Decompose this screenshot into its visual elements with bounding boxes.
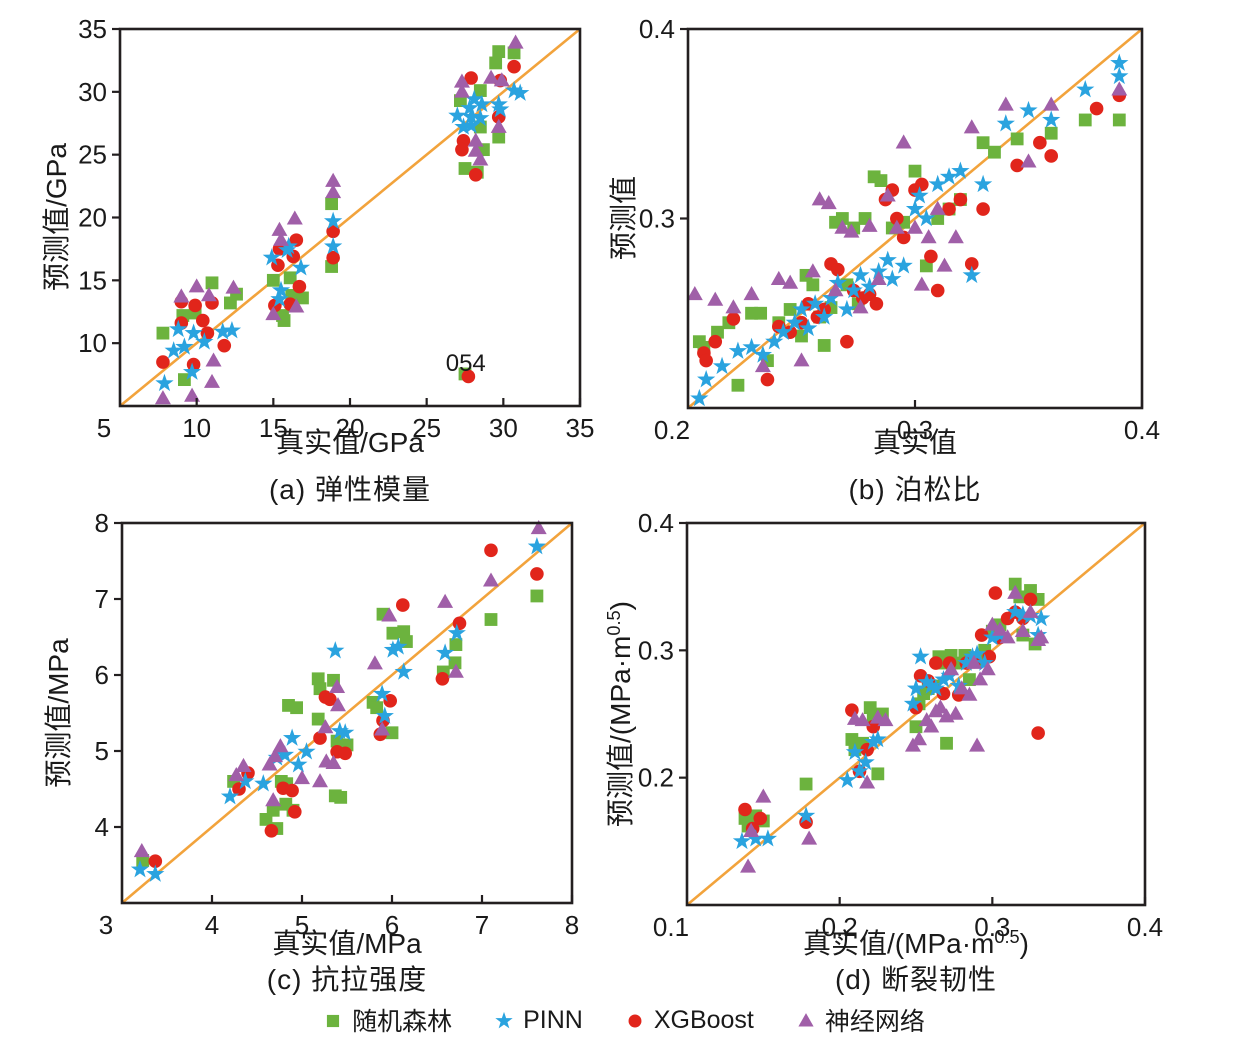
svg-text:6: 6 [95, 660, 109, 690]
svg-text:真实值/(MPa·m0.5): 真实值/(MPa·m0.5) [803, 927, 1029, 959]
legend-item-pinn: PINN [492, 1006, 583, 1035]
svg-text:真实值/MPa: 真实值/MPa [272, 928, 422, 959]
legend-label: 随机森林 [352, 1008, 453, 1036]
svg-text:预测值/GPa: 预测值/GPa [41, 143, 72, 291]
legend-label: PINN [523, 1005, 583, 1034]
legend-item-random-forest: 随机森林 [321, 1002, 452, 1038]
svg-text:20: 20 [78, 203, 107, 233]
svg-text:25: 25 [78, 140, 107, 170]
svg-text:054: 054 [446, 350, 486, 377]
svg-text:0.3: 0.3 [974, 912, 1010, 942]
panel-a-plot: 054 10 15 20 25 30 35 10 15 20 25 30 35 5 真实值/GPa 预测值/G… [41, 14, 595, 458]
circle-marker-icon [623, 1008, 647, 1032]
svg-text:预测值/MPa: 预测值/MPa [43, 638, 74, 788]
legend-label: 神经网络 [824, 1008, 925, 1036]
svg-text:30: 30 [489, 413, 518, 443]
svg-text:15: 15 [78, 265, 107, 295]
svg-text:0.4: 0.4 [1127, 912, 1163, 942]
svg-text:0.4: 0.4 [638, 508, 674, 538]
svg-text:5: 5 [97, 413, 111, 443]
panel-b-plot: 0.3 0.4 0.3 0.4 0.2 真实值 预测值 [608, 14, 1160, 458]
svg-text:0.2: 0.2 [638, 763, 674, 793]
panel-d-caption: (d) 断裂韧性 [834, 964, 997, 995]
svg-text:10: 10 [78, 328, 107, 358]
svg-text:0.4: 0.4 [639, 14, 675, 44]
svg-text:30: 30 [78, 77, 107, 107]
panel-c-caption: (c) 抗拉强度 [266, 964, 428, 995]
svg-text:15: 15 [259, 413, 288, 443]
svg-text:0.4: 0.4 [1124, 415, 1160, 445]
svg-text:8: 8 [95, 508, 109, 538]
svg-text:8: 8 [565, 910, 579, 940]
svg-text:4: 4 [95, 812, 109, 842]
panel-a-caption: (a) 弹性模量 [268, 474, 431, 505]
star-marker-icon [492, 1008, 516, 1032]
square-marker-icon [321, 1008, 345, 1032]
panel-c-plot: 4 5 6 7 8 4 5 6 7 8 3 真实值/MPa 预测值/MPa [43, 508, 579, 959]
legend-item-neural-network: 神经网络 [794, 1002, 925, 1038]
svg-text:7: 7 [475, 910, 489, 940]
svg-text:0.3: 0.3 [897, 415, 933, 445]
triangle-marker-icon [794, 1008, 818, 1032]
chart-legend: 随机森林 PINN XGBoost 神经网络 [0, 1002, 1246, 1038]
legend-item-xgboost: XGBoost [623, 1006, 754, 1035]
svg-text:4: 4 [205, 910, 219, 940]
legend-label: XGBoost [653, 1005, 754, 1034]
svg-text:7: 7 [95, 584, 109, 614]
svg-text:6: 6 [385, 910, 399, 940]
svg-text:5: 5 [295, 910, 309, 940]
svg-text:0.3: 0.3 [638, 635, 674, 665]
svg-text:真实值: 真实值 [873, 427, 957, 458]
svg-text:真实值/GPa: 真实值/GPa [276, 427, 424, 458]
svg-text:35: 35 [566, 413, 595, 443]
svg-text:25: 25 [412, 413, 441, 443]
svg-text:10: 10 [182, 413, 211, 443]
svg-text:3: 3 [99, 910, 113, 940]
svg-text:预测值/(MPa·m0.5): 预测值/(MPa·m0.5) [604, 601, 636, 827]
panel-d-plot: 0.2 0.3 0.4 0.2 0.3 0.4 0.1 真实值/(MPa·m0.5) 预测值/(… [604, 508, 1163, 959]
svg-text:0.2: 0.2 [822, 912, 858, 942]
svg-text:预测值: 预测值 [608, 176, 639, 260]
svg-text:5: 5 [95, 736, 109, 766]
svg-text:0.1: 0.1 [653, 912, 689, 942]
svg-text:0.3: 0.3 [639, 204, 675, 234]
svg-text:0.2: 0.2 [654, 415, 690, 445]
svg-text:20: 20 [336, 413, 365, 443]
panel-b-caption: (b) 泊松比 [848, 474, 982, 505]
svg-text:35: 35 [78, 14, 107, 44]
